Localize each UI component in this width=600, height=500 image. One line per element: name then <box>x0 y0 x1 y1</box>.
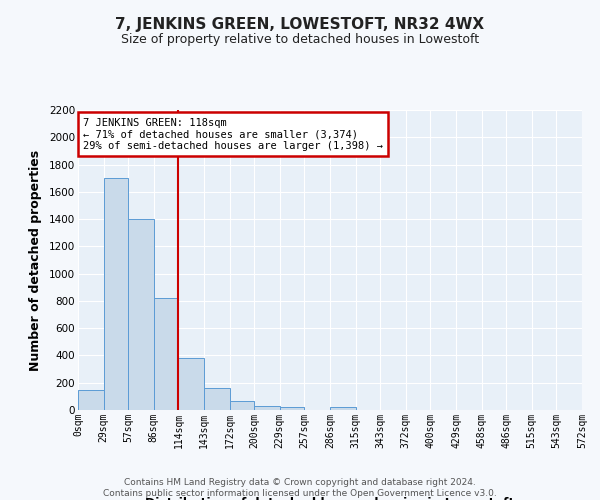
Bar <box>178 358 204 410</box>
Bar <box>204 388 230 410</box>
Bar <box>254 406 280 410</box>
Bar <box>330 408 356 410</box>
Text: Size of property relative to detached houses in Lowestoft: Size of property relative to detached ho… <box>121 32 479 46</box>
Bar <box>280 408 304 410</box>
Text: 7, JENKINS GREEN, LOWESTOFT, NR32 4WX: 7, JENKINS GREEN, LOWESTOFT, NR32 4WX <box>115 18 485 32</box>
Bar <box>154 298 178 410</box>
Bar <box>128 219 154 410</box>
Bar <box>104 178 128 410</box>
Text: Contains HM Land Registry data © Crown copyright and database right 2024.
Contai: Contains HM Land Registry data © Crown c… <box>103 478 497 498</box>
Bar <box>230 401 254 410</box>
Y-axis label: Number of detached properties: Number of detached properties <box>29 150 42 370</box>
Text: 7 JENKINS GREEN: 118sqm
← 71% of detached houses are smaller (3,374)
29% of semi: 7 JENKINS GREEN: 118sqm ← 71% of detache… <box>83 118 383 150</box>
Bar <box>78 390 104 410</box>
X-axis label: Distribution of detached houses by size in Lowestoft: Distribution of detached houses by size … <box>145 496 515 500</box>
